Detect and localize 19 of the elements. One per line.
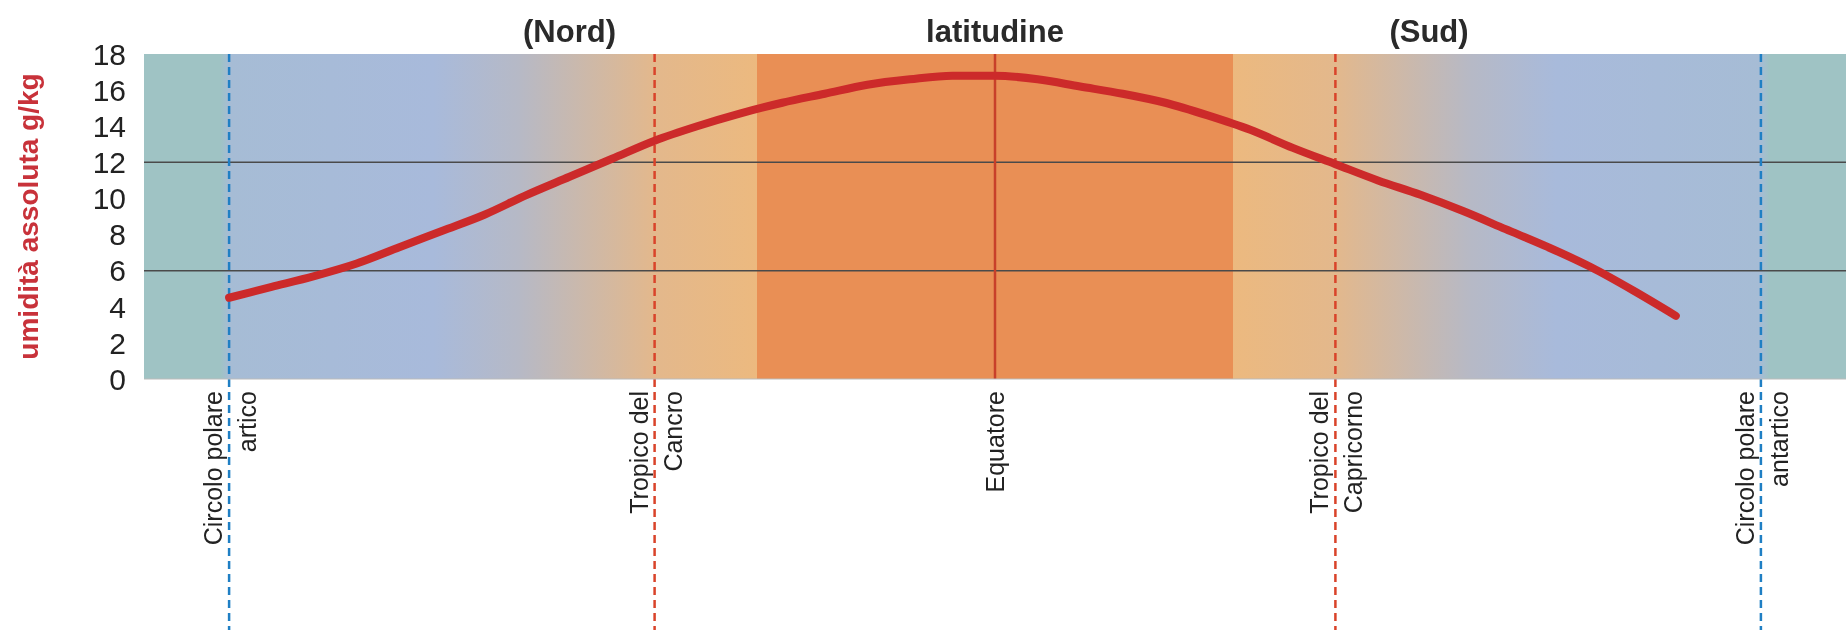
y-tick-label: 4 — [109, 290, 126, 324]
y-tick-label: 14 — [92, 110, 126, 144]
y-tick-label: 0 — [109, 362, 126, 396]
y-tick-label: 18 — [92, 37, 126, 71]
x-tick-label: Circolo polare artico — [199, 391, 262, 546]
x-tick-label: Tropico del Cancro — [624, 391, 687, 514]
x-tick-label: Circolo polare antartico — [1730, 391, 1793, 546]
y-tick-label: 10 — [92, 182, 126, 216]
y-tick-label: 16 — [92, 73, 126, 107]
text: (Sud) — [1389, 14, 1469, 49]
y-axis-title: umidità assoluta g/kg — [13, 73, 44, 360]
y-tick-label: 12 — [92, 146, 126, 180]
y-tick-label: 6 — [109, 254, 126, 288]
x-tick-label: Tropico del Capricorno — [1305, 391, 1368, 514]
x-axis-title: latitudine — [926, 14, 1064, 49]
y-tick-label: 8 — [109, 218, 126, 252]
x-tick-label: Equatore — [980, 391, 1009, 493]
text: (Nord) — [523, 14, 616, 49]
y-tick-label: 2 — [109, 326, 126, 360]
